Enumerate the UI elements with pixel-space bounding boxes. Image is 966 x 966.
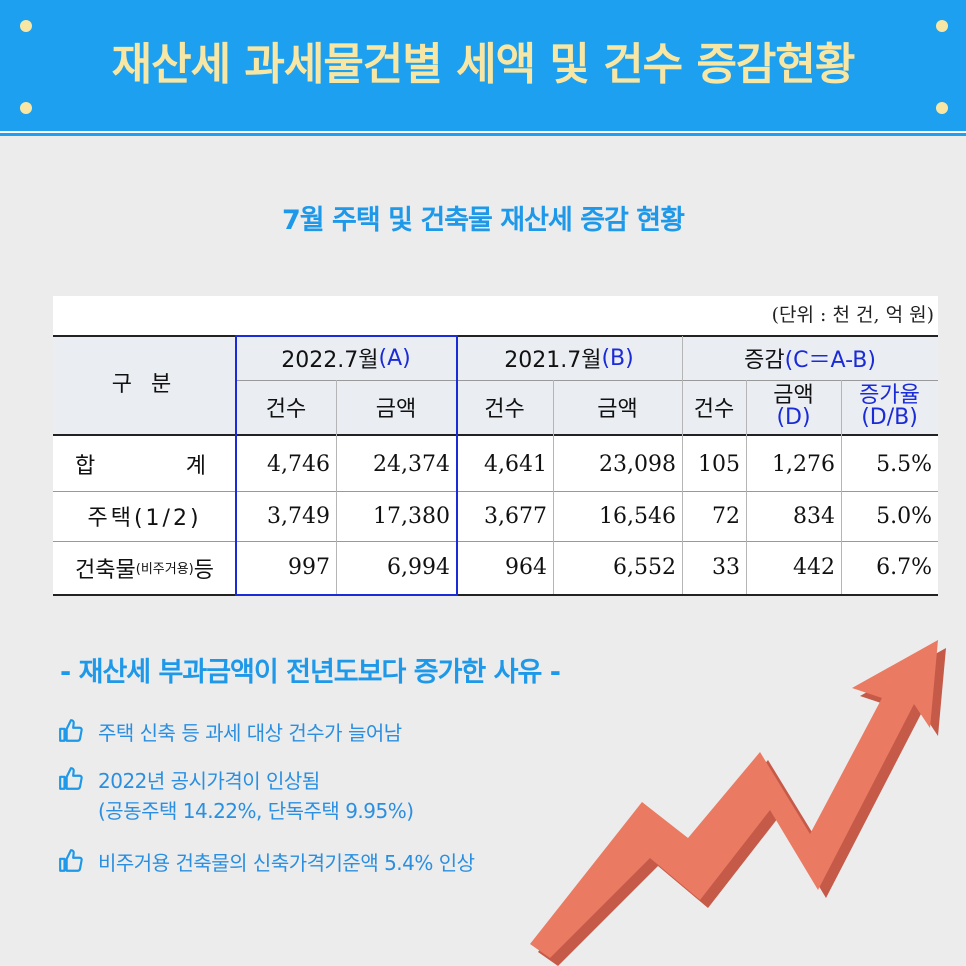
building-amount-2021: 6,552 — [613, 555, 676, 580]
header-banner: 재산세 과세물건별 세액 및 건수 증감현황 — [0, 0, 966, 128]
group-2022-label: 2022.7월 — [281, 348, 379, 373]
reason-text: 주택 신축 등 과세 대상 건수가 늘어남 — [98, 718, 402, 748]
row-divider — [53, 491, 938, 492]
row-label-building-small: (비주거용) — [135, 562, 194, 577]
sub-rate: 증가율 (D/B) — [841, 380, 938, 434]
decor-dot-icon — [936, 102, 948, 114]
row-label-housing: 주택(1/2) — [87, 506, 202, 531]
sub-amount-change: 금액 (D) — [746, 380, 841, 434]
sub-rate-formula: (D/B) — [861, 405, 918, 430]
sub-amount-change-d: (D) — [776, 405, 811, 430]
decor-dot-icon — [20, 20, 32, 32]
col-divider — [336, 380, 337, 594]
building-count-2021: 964 — [505, 555, 547, 580]
reason-text: 비주거용 건축물의 신축가격기준액 5.4% 인상 — [98, 848, 475, 878]
housing-rate: 5.0% — [876, 503, 932, 529]
col-divider — [553, 380, 554, 594]
total-amount-2022: 24,374 — [373, 451, 450, 477]
reason-item: 주택 신축 등 과세 대상 건수가 늘어남 — [58, 718, 402, 748]
group-change-label: 증감 — [744, 348, 785, 373]
row-label-total: 합 계 — [53, 437, 236, 491]
header-bottom-border — [53, 434, 938, 436]
col-divider — [841, 380, 842, 594]
tax-table: (단위 : 천 건, 억 원) 구 분 2022.7월 (A) 2021.7월 (B… — [53, 296, 938, 596]
row-label-building-end: 등 — [193, 557, 214, 583]
group-change-suffix: (C＝A-B) — [784, 348, 876, 373]
table-title: 7월 주택 및 건축물 재산세 증감 현황 — [282, 205, 685, 236]
reasons-title: - 재산세 부과금액이 전년도보다 증가한 사유 - — [60, 657, 561, 688]
row-divider — [53, 541, 938, 542]
sub-count-change: 건수 — [682, 380, 746, 434]
row-label-total-b: 계 — [185, 454, 206, 479]
reason-line: 주택 신축 등 과세 대상 건수가 늘어남 — [98, 721, 402, 745]
housing-count-2022: 3,749 — [267, 503, 330, 529]
building-amount-change: 442 — [793, 555, 835, 580]
group-2021-label: 2021.7월 — [504, 348, 602, 373]
sub-rate-text: 증가율 — [859, 383, 920, 408]
total-amount-change: 1,276 — [772, 451, 835, 477]
category-header: 구 분 — [53, 336, 236, 434]
group-change-header: 증감 (C＝A-B) — [682, 336, 938, 380]
housing-amount-2021: 16,546 — [599, 503, 676, 529]
col-divider — [682, 336, 683, 594]
thumbs-up-icon — [59, 767, 83, 790]
housing-amount-2022: 17,380 — [373, 503, 450, 529]
total-count-2021: 4,641 — [484, 451, 547, 477]
thumbs-up-icon — [59, 719, 83, 742]
housing-count-change: 72 — [712, 503, 740, 529]
total-rate: 5.5% — [876, 451, 932, 477]
reason-item: 비주거용 건축물의 신축가격기준액 5.4% 인상 — [58, 848, 475, 878]
row-label-building-main: 건축물 — [75, 557, 136, 583]
total-amount-2021: 23,098 — [599, 451, 676, 477]
category-header-text: 구 분 — [111, 372, 178, 397]
group-2022-suffix: (A) — [378, 345, 411, 371]
header-mid-line — [236, 380, 938, 381]
highlight-2022-frame — [235, 335, 458, 596]
table-bottom-border — [53, 594, 938, 596]
decor-dot-icon — [936, 20, 948, 32]
sub-amount-change-text: 금액 — [773, 383, 814, 408]
reason-line-detail: (공동주택 14.22%, 단독주택 9.95%) — [98, 799, 414, 823]
sub-count-2022: 건수 — [236, 380, 336, 434]
sub-amount-2021: 금액 — [553, 380, 682, 434]
total-count-2022: 4,746 — [267, 451, 330, 477]
group-2021-header: 2021.7월 (B) — [456, 336, 682, 380]
unit-label: (단위 : 천 건, 억 원) — [771, 304, 934, 326]
reason-line: 비주거용 건축물의 신축가격기준액 5.4% 인상 — [98, 851, 475, 875]
building-amount-2022: 6,994 — [387, 555, 450, 580]
sub-count-2021: 건수 — [456, 380, 553, 434]
row-label-building: 건축물 (비주거용) 등 — [53, 541, 236, 594]
total-count-change: 105 — [698, 451, 740, 477]
sub-amount-2022: 금액 — [336, 380, 456, 434]
group-2022-header: 2022.7월 (A) — [236, 336, 456, 380]
building-rate: 6.7% — [876, 555, 932, 580]
thumbs-up-icon — [59, 849, 83, 872]
reason-line: 2022년 공시가격이 인상됨 — [98, 769, 320, 793]
housing-amount-change: 834 — [793, 503, 835, 529]
reason-text: 2022년 공시가격이 인상됨 (공동주택 14.22%, 단독주택 9.95%… — [98, 766, 414, 826]
building-count-2022: 997 — [288, 555, 330, 580]
row-label-total-a: 합 — [75, 454, 96, 479]
page-title: 재산세 과세물건별 세액 및 건수 증감현황 — [111, 39, 856, 90]
table-top-border — [53, 335, 938, 337]
header-divider — [0, 128, 966, 136]
reason-item: 2022년 공시가격이 인상됨 (공동주택 14.22%, 단독주택 9.95%… — [58, 766, 414, 826]
rising-arrow-icon — [530, 640, 946, 966]
group-2021-suffix: (B) — [601, 345, 634, 371]
building-count-change: 33 — [712, 555, 740, 580]
housing-count-2021: 3,677 — [484, 503, 547, 529]
decor-dot-icon — [20, 102, 32, 114]
col-divider — [746, 380, 747, 594]
